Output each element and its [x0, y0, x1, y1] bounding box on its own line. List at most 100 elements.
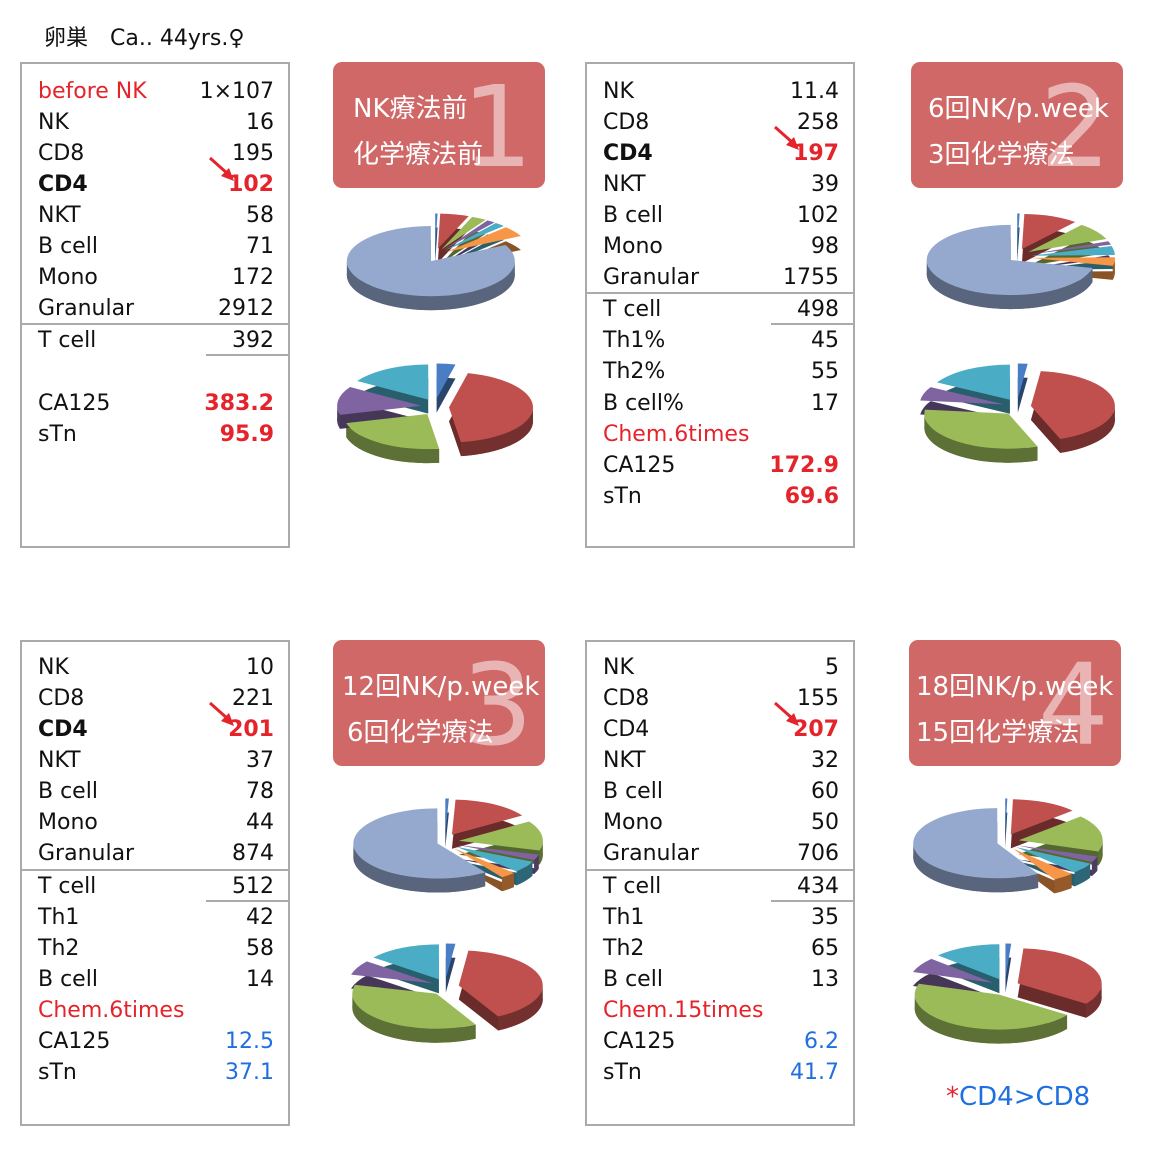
row-label: Th2 — [38, 936, 80, 961]
table-row: NK 5 — [603, 652, 839, 683]
pie-slice-cd8 — [448, 373, 533, 443]
row-value: 221 — [232, 686, 274, 711]
row-label: Granular — [38, 841, 135, 866]
pie-slice-wall-nkt — [1091, 856, 1098, 876]
row-label: NKT — [38, 203, 81, 228]
row-value: 1×107 — [199, 79, 274, 104]
row-value: 102 — [797, 203, 839, 228]
divider — [22, 869, 288, 871]
row-label: Chem.15times — [603, 998, 764, 1023]
row-label: CD8 — [603, 110, 650, 135]
table-row: NK 10 — [38, 652, 274, 683]
table-row: Th1 42 — [38, 902, 274, 933]
row-label: B cell — [38, 779, 98, 804]
row-value: 37 — [246, 748, 274, 773]
pie-slice-cd8 — [451, 799, 523, 835]
callout-line-1: 12回NK/p.week — [342, 672, 540, 702]
pie-slice-wall-mono — [1112, 257, 1115, 280]
pie-slice-wall-granular — [926, 259, 1093, 310]
table-row: B cell 13 — [603, 964, 839, 995]
table-row: Th1% 45 — [603, 325, 839, 356]
pie-slice-wall-mono — [501, 872, 515, 892]
table-row: NKT 58 — [38, 200, 274, 231]
row-value: 65 — [811, 936, 839, 961]
pie-slice-b-cell — [444, 223, 504, 251]
pie-slice-b-cell — [936, 364, 1010, 400]
pie-slice-b-cell — [357, 364, 429, 400]
row-label: CA125 — [603, 1029, 676, 1054]
red-arrow-icon — [774, 701, 799, 726]
pie-slice-nk — [1017, 213, 1020, 249]
pie-slice-granular — [353, 808, 486, 879]
row-label: sTn — [38, 1060, 77, 1085]
row-value: 172.9 — [769, 453, 839, 478]
row-label: CD4 — [603, 717, 650, 742]
row-value: 41.7 — [790, 1060, 839, 1085]
row-value: 71 — [246, 234, 274, 259]
stage-4-callout: 4 18回NK/p.week 15回化学療法 — [909, 640, 1121, 766]
pie-slice-wall-cd8 — [1060, 406, 1115, 453]
table-row: CD8 221 — [38, 683, 274, 714]
pie-slice-cd8 — [1010, 799, 1073, 835]
callout-line-2: 化学療法前 — [353, 140, 484, 170]
pie-slice-cd4 — [1028, 224, 1107, 253]
table-row: Chem.6times — [603, 419, 839, 450]
stage-number: 2 — [1039, 63, 1111, 188]
table-row: Th2 58 — [38, 933, 274, 964]
row-label: B cell% — [603, 391, 684, 416]
pie-slice-cd8 — [1021, 214, 1076, 250]
stage-3-callout: 3 12回NK/p.week 6回化学療法 — [333, 640, 545, 766]
row-label: Mono — [603, 810, 663, 835]
pie-slice-wall-cd4 — [539, 840, 543, 865]
row-value: 58 — [246, 936, 274, 961]
row-label: T cell — [603, 297, 662, 322]
row-label: CA125 — [38, 1029, 111, 1054]
row-label: sTn — [603, 484, 642, 509]
row-value: 37.1 — [225, 1060, 274, 1085]
pie-slice-wall-cd4 — [924, 413, 1038, 463]
pie-slice-wall-cd4 — [914, 994, 1068, 1044]
row-label: Th2 — [603, 936, 645, 961]
table-row: T cell 392 — [38, 325, 274, 356]
pie-slice-nk — [445, 943, 456, 979]
pie-slice-nk — [435, 213, 438, 249]
pie-slice-b-cell — [937, 944, 1000, 980]
pie-slice-nkt — [443, 220, 495, 251]
pie-slice-cd4 — [914, 983, 1068, 1030]
table-row: Th1 35 — [603, 902, 839, 933]
pie-slice-nkt — [458, 844, 539, 860]
row-label: Mono — [38, 265, 98, 290]
row-value: 874 — [232, 841, 274, 866]
stage-number: 4 — [1037, 641, 1109, 766]
row-value: 102 — [228, 172, 274, 197]
pie-slice-wall-b-cell — [516, 861, 533, 886]
stage-number: 3 — [461, 641, 533, 766]
table-row: sTn 95.9 — [38, 419, 274, 450]
row-value: 201 — [228, 717, 274, 742]
row-label: Chem.6times — [38, 998, 185, 1023]
row-label: Mono — [38, 810, 98, 835]
row-value: 12.5 — [225, 1029, 274, 1054]
row-value: 706 — [797, 841, 839, 866]
row-value: 55 — [811, 359, 839, 384]
pie-slice-cd4 — [352, 984, 476, 1029]
table-row: NKT 39 — [603, 169, 839, 200]
row-label: Granular — [603, 841, 700, 866]
divider — [22, 323, 288, 325]
callout-line-1: 6回NK/p.week — [928, 94, 1109, 124]
divider — [771, 323, 853, 325]
pie-chart-stage-4-lymphocytes — [912, 943, 1102, 1044]
table-row: Mono 44 — [38, 807, 274, 838]
row-label: CA125 — [603, 453, 676, 478]
row-label: CD8 — [603, 686, 650, 711]
row-label: NK — [38, 655, 69, 680]
row-label: Chem.6times — [603, 422, 750, 447]
table-row: B cell 60 — [603, 776, 839, 807]
table-row: CD8 155 — [603, 683, 839, 714]
pie-chart-stage-1-leukocytes — [346, 213, 521, 311]
table-row: sTn 41.7 — [603, 1057, 839, 1088]
row-value: 14 — [246, 967, 274, 992]
row-label: T cell — [38, 328, 97, 353]
pie-slice-mono — [1030, 257, 1115, 266]
pie-slice-nkt — [912, 958, 993, 983]
